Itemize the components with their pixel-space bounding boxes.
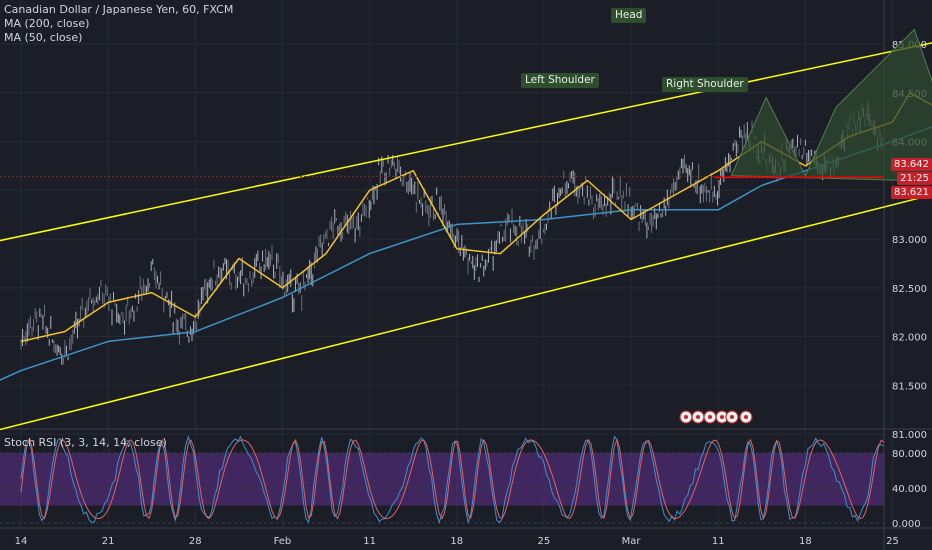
x-tick-label: 11 — [363, 536, 376, 547]
y-tick-label: 81.000 — [892, 430, 927, 441]
stoch-band — [0, 453, 884, 506]
ma50-legend[interactable]: MA (50, close) — [4, 31, 83, 44]
y-tick-label: 83.000 — [892, 235, 927, 246]
right-shoulder-label[interactable]: Right Shoulder — [662, 77, 748, 92]
ma200-legend[interactable]: MA (200, close) — [4, 17, 90, 30]
stoch-tick-label: 80.000 — [892, 449, 927, 460]
x-tick-label: 18 — [450, 536, 463, 547]
x-tick-label: 25 — [886, 536, 899, 547]
event-flag-icon — [684, 415, 688, 419]
event-flag-icon — [730, 415, 734, 419]
event-flag-icon — [708, 415, 712, 419]
head-shoulders-pattern — [730, 28, 932, 182]
stoch-k-line — [20, 435, 884, 525]
stoch-d-line — [20, 438, 885, 521]
symbol-title[interactable]: Canadian Dollar / Japanese Yen, 60, FXCM — [4, 3, 234, 16]
y-tick-label: 81.500 — [892, 381, 927, 392]
stoch-tick-label: 0.000 — [892, 519, 921, 530]
event-flag-icon — [696, 415, 700, 419]
x-tick-label: 28 — [189, 536, 202, 547]
countdown-tag: 21:25 — [897, 172, 932, 185]
left-shoulder-label[interactable]: Left Shoulder — [521, 73, 599, 88]
x-tick-label: Mar — [622, 536, 642, 547]
event-dot-icon — [744, 415, 748, 419]
y-tick-label: 82.500 — [892, 284, 927, 295]
x-tick-label: Feb — [274, 536, 292, 547]
x-tick-label: 21 — [102, 536, 115, 547]
stoch-rsi-legend[interactable]: Stoch RSI (3, 3, 14, 14, close) — [4, 436, 167, 449]
x-tick-label: 11 — [712, 536, 725, 547]
x-tick-label: 14 — [15, 536, 28, 547]
x-tick-label: 25 — [538, 536, 551, 547]
head-label[interactable]: Head — [611, 8, 647, 23]
x-tick-label: 18 — [799, 536, 812, 547]
event-flag-icon — [720, 415, 724, 419]
lower-channel-line — [0, 194, 932, 431]
price-line-tag: 83.621 — [891, 186, 932, 199]
y-tick-label: 82.000 — [892, 333, 927, 344]
stoch-tick-label: 40.000 — [892, 484, 927, 495]
last-price-tag: 83.642 — [891, 158, 932, 171]
